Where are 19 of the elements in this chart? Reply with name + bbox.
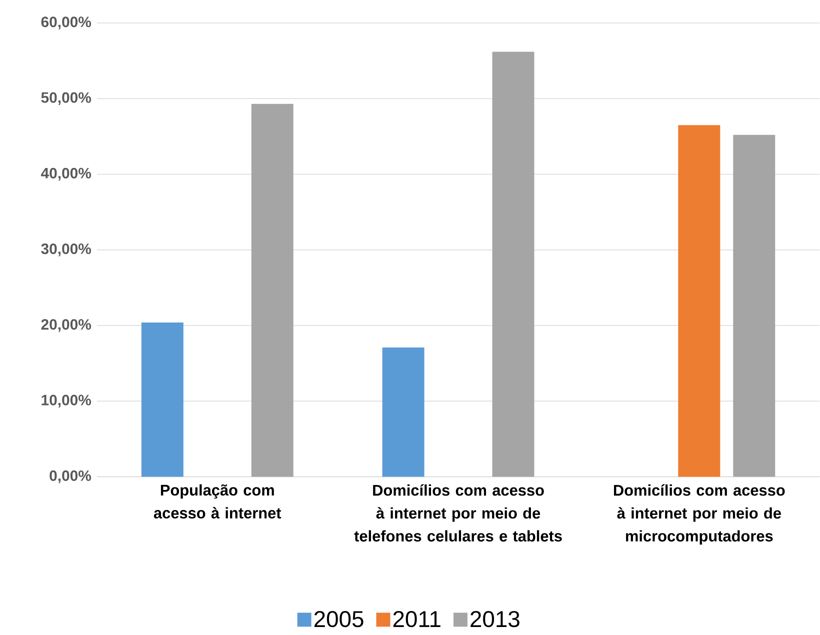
bar <box>678 125 720 477</box>
legend-label: 2011 <box>393 611 440 628</box>
bar <box>492 52 534 477</box>
y-tick-label: 20,00% <box>41 319 92 332</box>
bar <box>733 135 776 477</box>
x-tick-label: População com acesso à internet <box>154 484 282 519</box>
y-tick-label: 10,00% <box>42 394 92 408</box>
x-tick-label: Domicílios com acesso à internet por meio de microcomputadores <box>614 484 785 545</box>
y-tick-label: 30,00% <box>41 244 92 256</box>
y-tick-label: 60,00% <box>41 16 92 30</box>
y-tick-label: 50,00% <box>41 92 92 106</box>
y-tick-label: 0,00% <box>50 470 92 484</box>
legend-label: 2005 <box>314 611 364 628</box>
x-tick-label: Domicílios com acesso à internet por meio de telefones celulares e tablets <box>354 484 562 542</box>
bar <box>141 322 184 477</box>
y-tick-label: 40,00% <box>40 168 92 181</box>
legend-label: 2013 <box>470 611 520 628</box>
bar <box>382 348 424 477</box>
bar <box>251 104 294 477</box>
